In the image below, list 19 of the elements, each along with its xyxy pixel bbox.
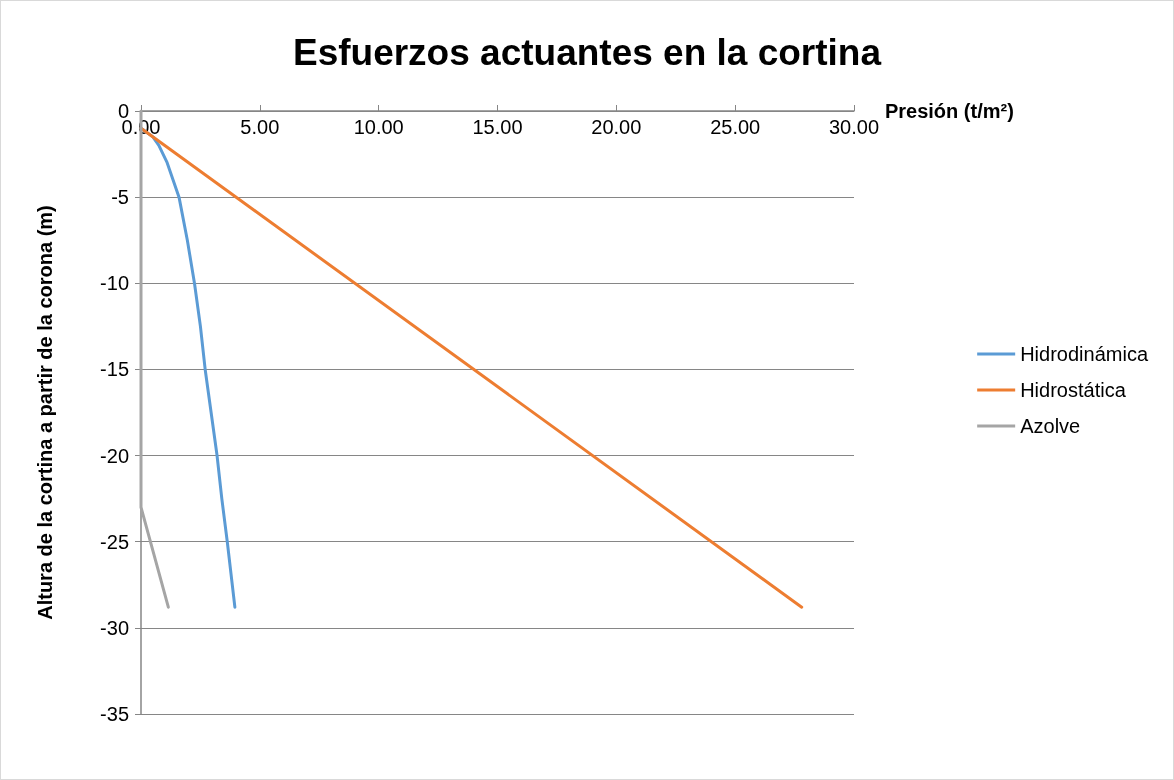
y-tick-label: -10 bbox=[100, 272, 129, 295]
legend-label: Hidrostática bbox=[1020, 379, 1127, 401]
y-tick-label: -30 bbox=[100, 616, 129, 639]
x-tick-label: 30.00 bbox=[828, 116, 880, 138]
y-tick-label: -20 bbox=[100, 444, 129, 467]
x-tick-label: 25.00 bbox=[710, 116, 761, 138]
y-axis-title: Altura de la cortina a partir de la corona (m) bbox=[34, 205, 56, 620]
y-tick-label: -35 bbox=[100, 703, 129, 725]
chart-title: Esfuerzos actuantes en la cortina bbox=[292, 32, 882, 73]
legend-label: Hidrodinámica bbox=[1020, 343, 1149, 365]
x-tick-label: 15.00 bbox=[472, 116, 523, 138]
x-tick-label: 10.00 bbox=[353, 116, 404, 138]
legend-label: Azolve bbox=[1020, 415, 1081, 437]
x-tick-label: 20.00 bbox=[591, 116, 642, 138]
x-tick-label: 5.00 bbox=[240, 116, 280, 138]
x-axis-title: Presión (t/m²) bbox=[884, 100, 1014, 122]
y-tick-label: -25 bbox=[100, 530, 129, 553]
y-tick-label: -5 bbox=[111, 186, 129, 209]
y-tick-label: -15 bbox=[100, 358, 129, 381]
